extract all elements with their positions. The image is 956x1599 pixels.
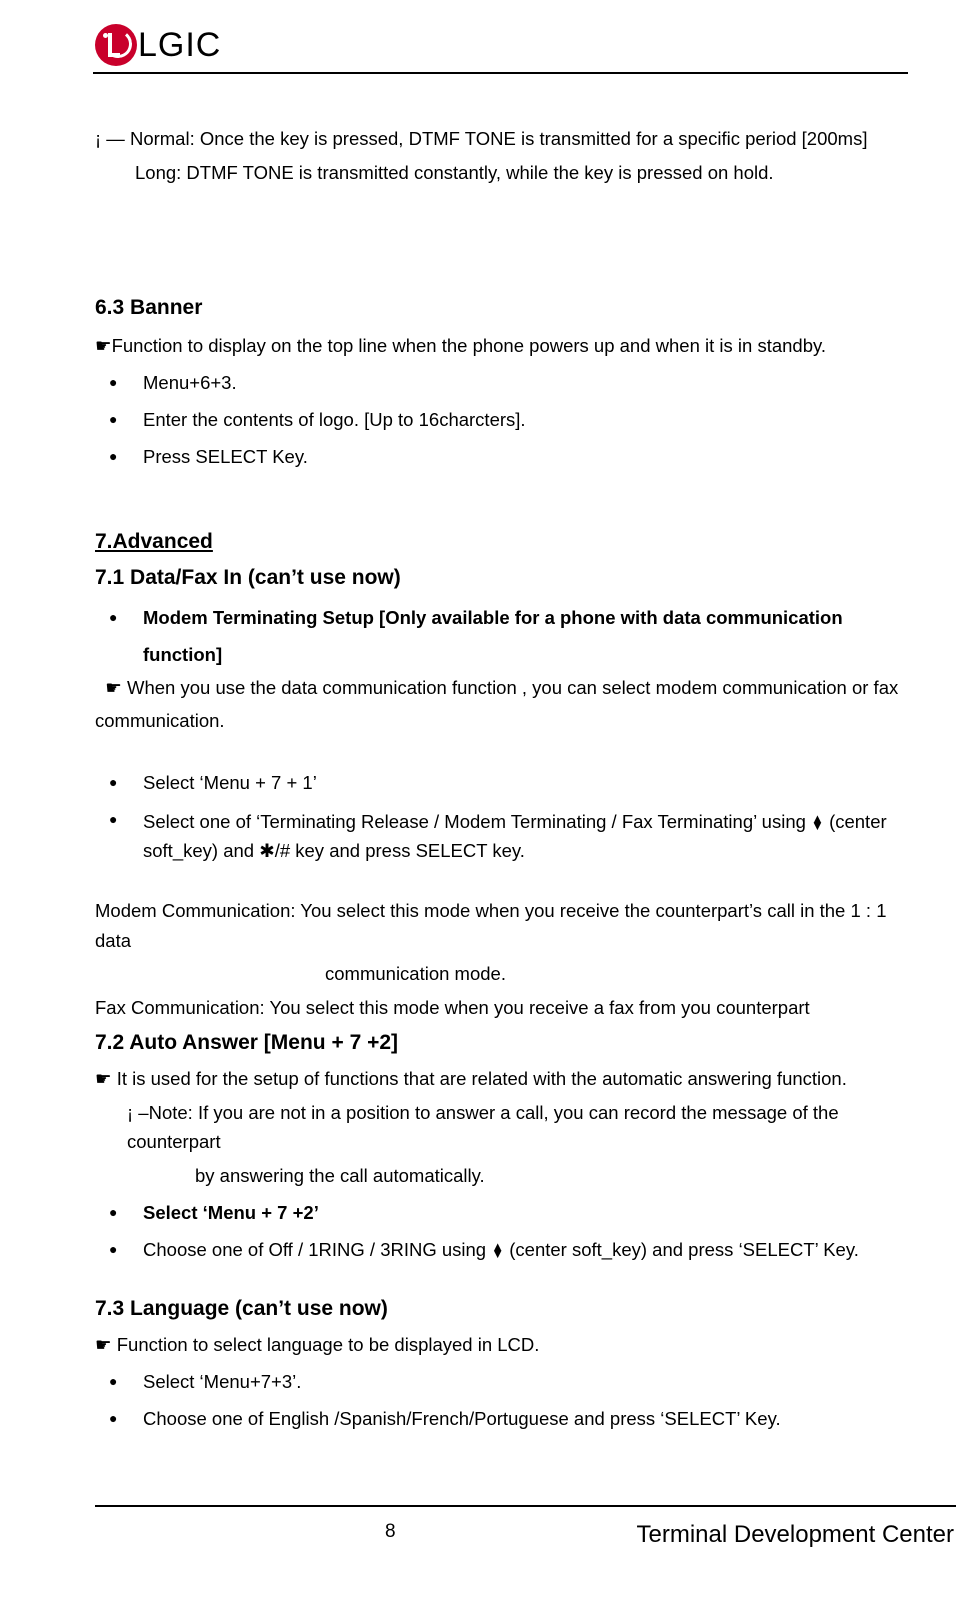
language-pointer: ☛ Function to select language to be disp… <box>95 1330 908 1360</box>
autoanswer-pointer: ☛ It is used for the setup of functions … <box>95 1064 908 1094</box>
list-item: Choose one of English /Spanish/French/Po… <box>103 1400 908 1437</box>
long-line: Long: DTMF TONE is transmitted constantl… <box>135 158 908 188</box>
heading-autoanswer: 7.2 Auto Answer [Menu + 7 +2] <box>95 1026 908 1060</box>
banner-list: Menu+6+3. Enter the contents of logo. [U… <box>103 364 908 475</box>
text-part: soft_key) and ✱/# key and press SELECT k… <box>143 840 525 861</box>
normal-line: ¡ — Normal: Once the key is pressed, DTM… <box>95 124 908 154</box>
updown-icon: ▲▼ <box>491 1243 504 1257</box>
datafax-pointer: ☛ When you use the data communication fu… <box>95 673 908 703</box>
footer: 8 Terminal Development Center <box>95 1505 956 1549</box>
autoanswer-note-2: by answering the call automatically. <box>195 1161 908 1191</box>
list-item: Select ‘Menu + 7 + 1’ <box>103 764 908 801</box>
list-item: Modem Terminating Setup [Only available … <box>103 599 908 673</box>
list-item: Enter the contents of logo. [Up to 16cha… <box>103 401 908 438</box>
list-item: Press SELECT Key. <box>103 438 908 475</box>
banner-pointer: ☛Function to display on the top line whe… <box>95 331 908 361</box>
bullet-glyph: ¡ – <box>127 1102 149 1123</box>
heading-advanced: 7.Advanced <box>95 525 908 559</box>
normal-text: Normal: Once the key is pressed, DTMF TO… <box>130 128 868 149</box>
autoanswer-list: Select ‘Menu + 7 +2’ Choose one of Off /… <box>103 1194 908 1268</box>
bullet-glyph: ¡ — <box>95 128 130 149</box>
datafax-list-2: Select ‘Menu + 7 + 1’ Select one of ‘Ter… <box>103 764 908 872</box>
note-text: Note: If you are not in a position to an… <box>127 1102 839 1153</box>
text-part: Select one of ‘Terminating Release / Mod… <box>143 811 811 832</box>
datafax-pointer-2: communication. <box>95 706 908 736</box>
lg-logo-icon <box>95 24 137 66</box>
page-number: 8 <box>385 1521 396 1549</box>
list-item: Select ‘Menu + 7 +2’ <box>103 1194 908 1231</box>
header-rule <box>93 72 908 74</box>
list-item: Select ‘Menu+7+3’. <box>103 1363 908 1400</box>
text-part: Choose one of Off / 1RING / 3RING using <box>143 1239 491 1260</box>
language-list: Select ‘Menu+7+3’. Choose one of English… <box>103 1363 908 1437</box>
modem-line-2: communication mode. <box>325 959 908 989</box>
heading-banner: 6.3 Banner <box>95 291 908 325</box>
footer-text: Terminal Development Center <box>637 1521 954 1549</box>
text-part: (center <box>829 811 887 832</box>
logo-text: LGIC <box>138 26 221 65</box>
header: LGIC <box>95 24 908 66</box>
updown-icon: ▲▼ <box>811 815 824 829</box>
heading-language: 7.3 Language (can’t use now) <box>95 1292 908 1326</box>
fax-line: Fax Communication: You select this mode … <box>95 993 908 1023</box>
list-item: Choose one of Off / 1RING / 3RING using … <box>103 1231 908 1268</box>
heading-datafax: 7.1 Data/Fax In (can’t use now) <box>95 561 908 595</box>
content: ¡ — Normal: Once the key is pressed, DTM… <box>95 124 908 1437</box>
list-item: Select one of ‘Terminating Release / Mod… <box>103 801 908 872</box>
text-part: (center soft_key) and press ‘SELECT’ Key… <box>509 1239 859 1260</box>
list-item: Menu+6+3. <box>103 364 908 401</box>
autoanswer-note-1: ¡ –Note: If you are not in a position to… <box>127 1098 908 1157</box>
modem-line-1: Modem Communication: You select this mod… <box>95 896 908 955</box>
datafax-list-1: Modem Terminating Setup [Only available … <box>103 599 908 673</box>
footer-rule <box>95 1505 956 1507</box>
